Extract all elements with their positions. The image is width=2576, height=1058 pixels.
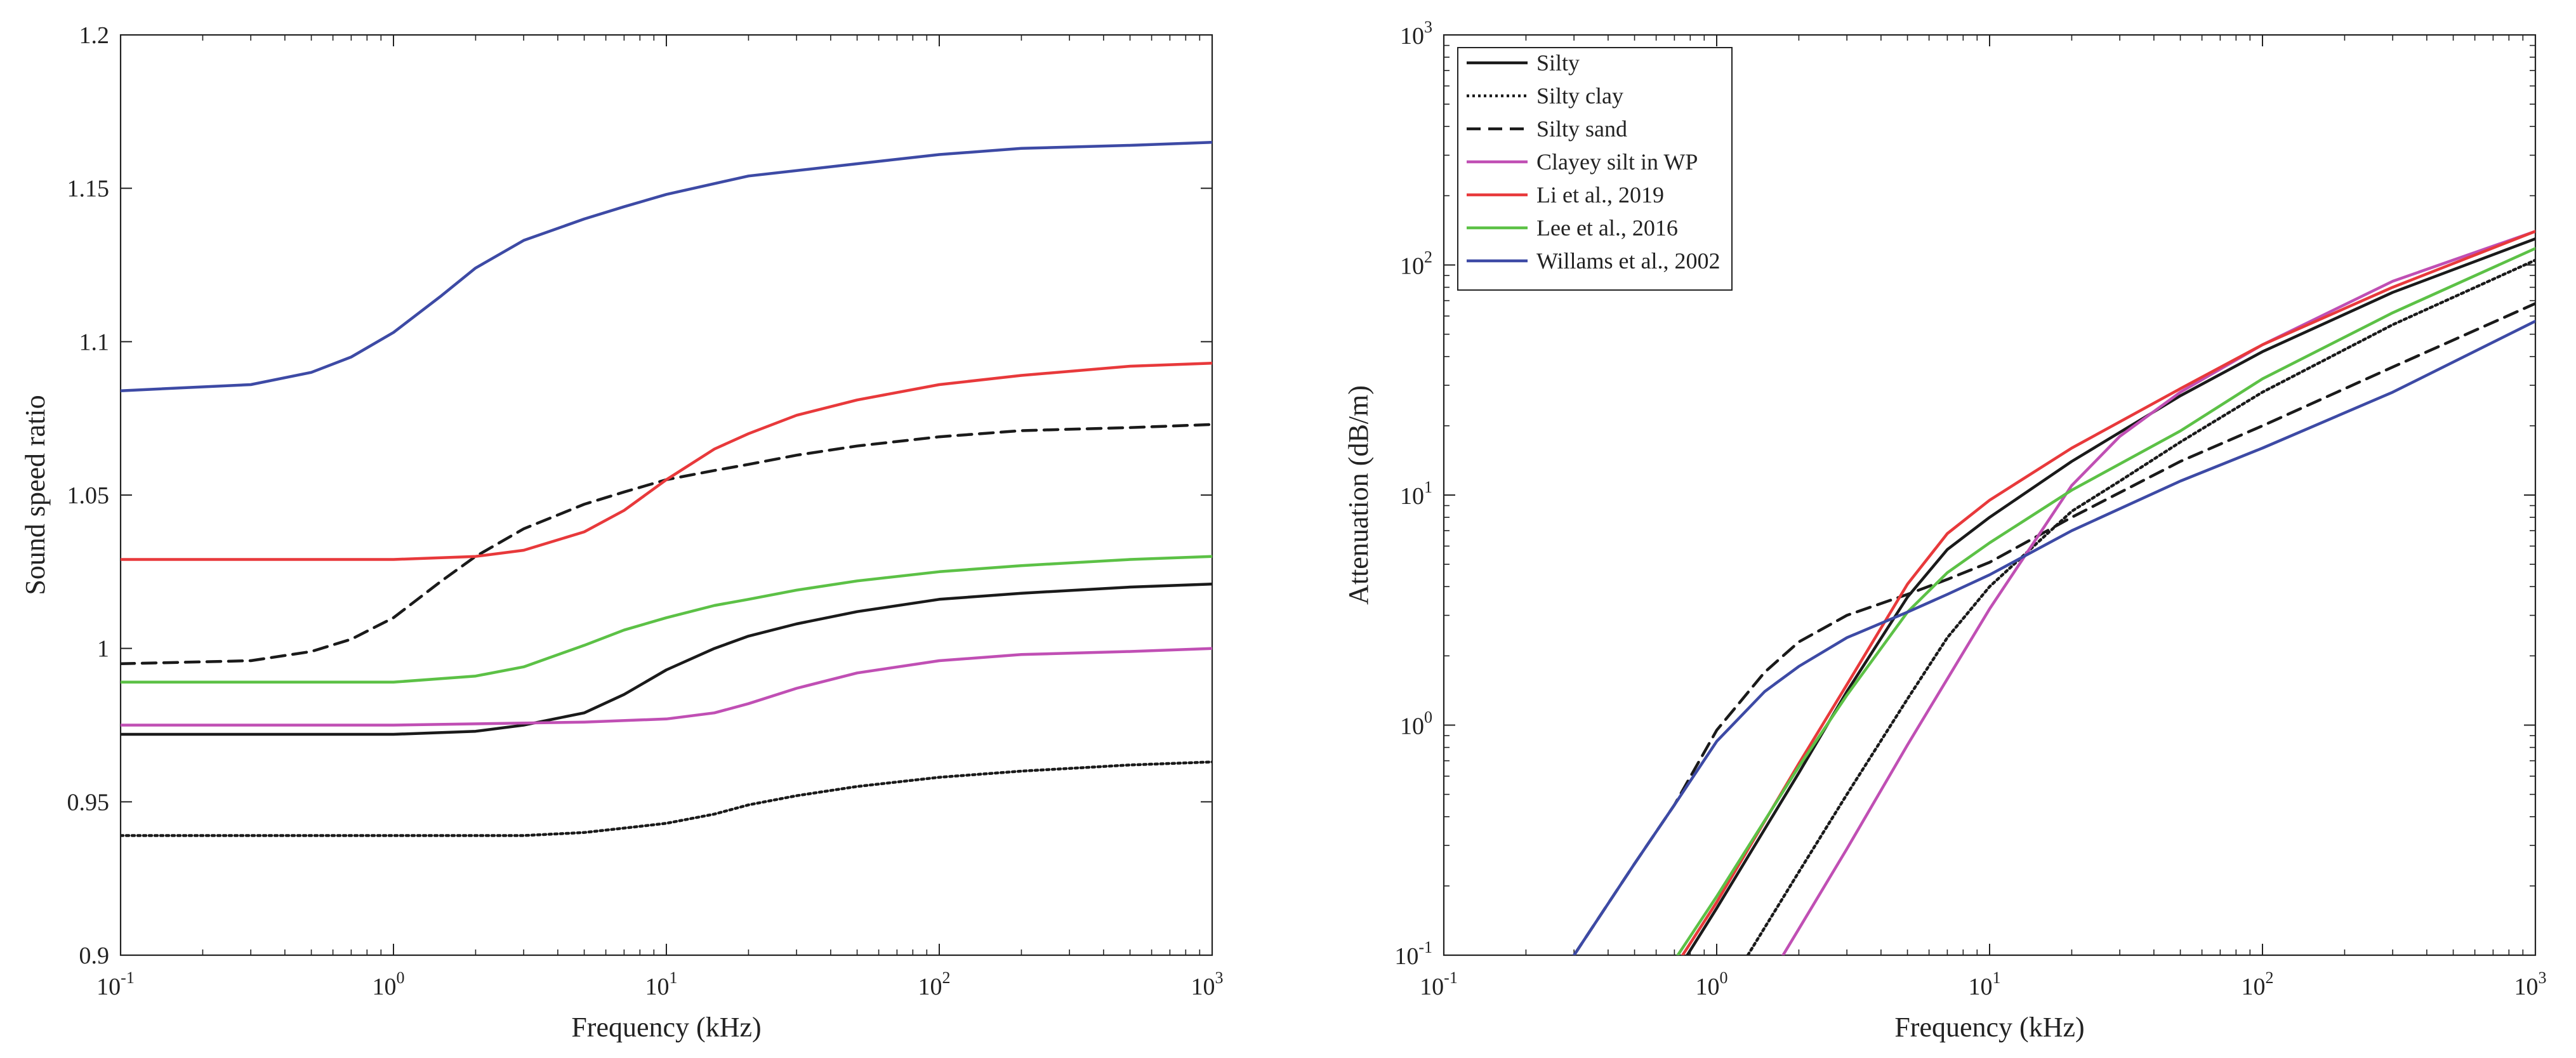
legend-label: Willams et al., 2002 <box>1536 248 1721 274</box>
attenuation-chart: 10-1 100 101 102 103 10-1 100 101 102 103 Frequenc… <box>1343 18 2547 1043</box>
y-axis-label: Attenuation (dB/m) <box>1343 385 1374 605</box>
y-tick-label: 10-1 <box>1394 938 1432 970</box>
y-tick-label: 100 <box>1400 708 1432 740</box>
series-line-silty <box>121 582 1212 736</box>
x-tick-label: 101 <box>645 969 678 1000</box>
y-axis-label: Sound speed ratio <box>20 395 51 595</box>
x-tick-label: 102 <box>2242 969 2274 1000</box>
series-line-lee-et-al-2016 <box>1676 247 2535 955</box>
y-tick-label: 1 <box>97 636 109 663</box>
tick-marks <box>120 34 1213 956</box>
y-tick-label: 0.95 <box>67 789 110 816</box>
y-tick-label: 1.2 <box>79 22 110 49</box>
series-line-willams-et-al-2002 <box>1572 319 2535 955</box>
y-tick-label: 101 <box>1400 478 1432 510</box>
legend-label: Silty sand <box>1536 116 1627 142</box>
legend-label: Silty <box>1536 50 1580 76</box>
x-tick-label: 101 <box>1969 969 2001 1000</box>
x-tick-label: 10-1 <box>96 969 135 1000</box>
legend-label: Clayey silt in WP <box>1536 149 1698 175</box>
series-line-silty-clay <box>121 760 1212 837</box>
x-axis-label: Frequency (kHz) <box>571 1012 761 1043</box>
series-line-li-et-al-2019 <box>121 361 1212 561</box>
x-axis-label: Frequency (kHz) <box>1894 1012 2084 1043</box>
legend-label: Li et al., 2019 <box>1536 182 1664 208</box>
legend-label: Lee et al., 2016 <box>1536 215 1678 241</box>
series-line-silty <box>1686 237 2535 955</box>
x-tick-label: 100 <box>373 969 405 1000</box>
x-tick-label: 100 <box>1696 969 1728 1000</box>
x-tick-label: 10-1 <box>1420 969 1458 1000</box>
series-line-clayey-silt-in-wp <box>121 647 1212 727</box>
x-tick-label: 103 <box>1191 969 1224 1000</box>
x-tick-label: 102 <box>918 969 951 1000</box>
y-tick-label: 102 <box>1400 248 1432 280</box>
sound-speed-ratio-chart: 10-1 100 101 102 103 0.9 0.95 1 1.05 1.1 1.15 1.2 Fr… <box>20 22 1224 1043</box>
y-tick-label: 103 <box>1400 18 1432 50</box>
legend-label: Silty clay <box>1536 83 1623 109</box>
y-tick-label: 1.1 <box>79 329 110 355</box>
series-line-willams-et-al-2002 <box>121 140 1212 392</box>
axes-frame <box>119 34 1213 956</box>
legend: Silty Silty clay Silty sand Clayey silt in … <box>1457 47 1733 291</box>
y-tick-label: 1.05 <box>67 482 110 509</box>
series-line-silty-sand <box>121 423 1212 666</box>
y-tick-label: 1.15 <box>67 176 110 202</box>
series-line-li-et-al-2019 <box>1681 230 2535 955</box>
tick-marks <box>1443 34 2536 956</box>
y-tick-label: 0.9 <box>79 942 110 969</box>
series-line-silty-sand <box>1572 301 2535 955</box>
series-line-clayey-silt-in-wp <box>1781 230 2535 955</box>
x-tick-label: 103 <box>2514 969 2547 1000</box>
series-line-lee-et-al-2016 <box>121 555 1212 684</box>
